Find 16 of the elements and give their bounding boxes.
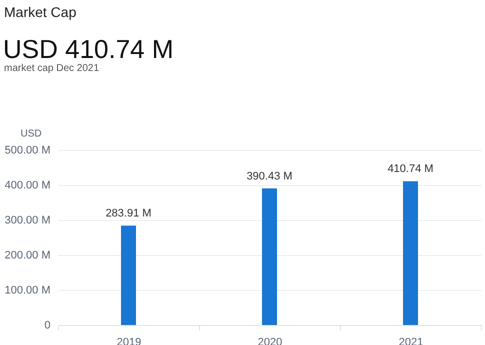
data-label: 410.74 M [388,163,434,176]
y-tick-label: 400.00 M [4,180,50,192]
y-tick-label: 500.00 M [4,144,50,156]
text: market cap Dec 2021 [4,63,100,74]
y-axis-title: USD [20,128,42,140]
bar [121,226,136,325]
y-tick-label: 200.00 M [4,250,50,262]
chart-subtitle: USD 410.74 M [3,34,174,64]
data-label: 390.43 M [246,170,292,182]
bar [403,181,418,325]
chart-title: Market Cap [4,4,76,20]
bar [262,188,277,325]
data-label: 283.91 M [106,208,152,220]
y-tick-label: 0 [44,320,50,332]
y-tick-label: 300.00 M [4,214,50,226]
y-tick-label: 100.00 M [4,284,50,296]
